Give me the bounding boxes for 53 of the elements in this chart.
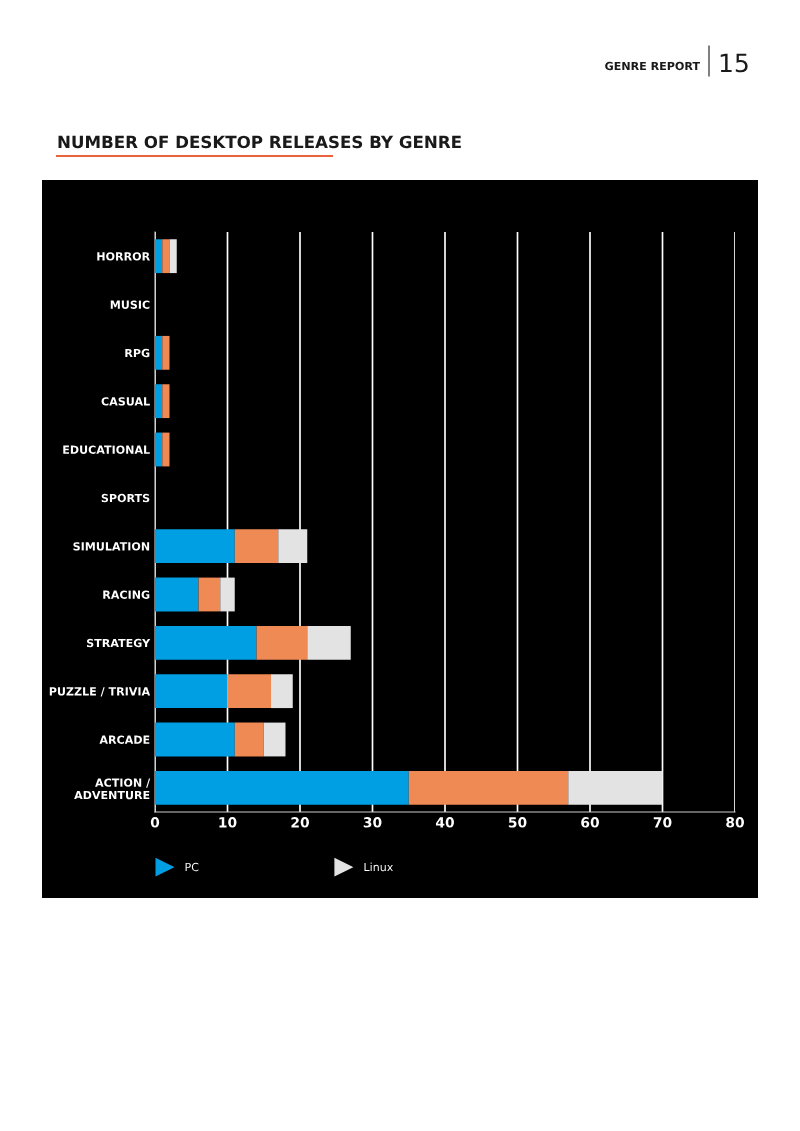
bar xyxy=(155,577,199,612)
bar xyxy=(155,722,235,757)
legend-label: Linux xyxy=(364,862,393,872)
bar xyxy=(256,625,308,660)
y-tick-label: STRATEGY xyxy=(86,638,151,648)
text: GENRE REPORT xyxy=(605,61,700,71)
y-tick-label: RPG xyxy=(125,348,150,358)
text: 15 xyxy=(720,53,748,73)
x-tick-label: 30 xyxy=(363,817,382,828)
bar xyxy=(155,625,257,660)
y-tick-label: SPORTS xyxy=(101,493,150,503)
bar xyxy=(155,384,163,419)
x-tick-label: 70 xyxy=(653,817,672,828)
y-tick-label: MUSIC xyxy=(110,300,150,309)
x-tick-label: 10 xyxy=(219,817,237,828)
bar xyxy=(263,722,286,757)
bar xyxy=(278,529,308,564)
bar xyxy=(408,770,569,805)
bar xyxy=(162,239,170,274)
x-tick-label: 40 xyxy=(435,817,454,828)
bar xyxy=(227,674,271,709)
y-tick-label: ACTION / ADVENTURE xyxy=(74,778,151,800)
y-tick-label: CASUAL xyxy=(101,397,150,406)
x-tick-label: 60 xyxy=(581,817,599,828)
legend-label: PC xyxy=(185,862,199,872)
x-tick-label: 20 xyxy=(291,817,309,828)
bar xyxy=(155,529,235,564)
x-tick-label: 0 xyxy=(150,817,160,828)
bar xyxy=(155,335,163,370)
x-tick-label: 50 xyxy=(508,817,527,828)
bar xyxy=(568,770,663,805)
y-tick-label: PUZZLE / TRIVIA xyxy=(49,687,151,697)
chart-title: NUMBER OF DESKTOP RELEASES BY GENRE xyxy=(58,135,461,149)
bar xyxy=(155,674,228,709)
bar xyxy=(162,384,170,419)
bar xyxy=(220,577,235,612)
bar xyxy=(271,674,293,709)
bar xyxy=(234,722,264,757)
bar xyxy=(155,770,409,805)
bar xyxy=(169,239,177,274)
y-tick-label: ARCADE xyxy=(99,735,150,744)
bar xyxy=(155,432,163,467)
bar xyxy=(162,432,170,467)
bar xyxy=(307,625,351,660)
y-tick-label: HORROR xyxy=(97,252,150,261)
bar xyxy=(162,335,170,370)
x-tick-label: 80 xyxy=(726,817,744,828)
bar xyxy=(155,239,163,274)
bar xyxy=(198,577,221,612)
y-tick-label: RACING xyxy=(103,590,150,599)
y-tick-label: SIMULATION xyxy=(73,542,150,551)
bar xyxy=(234,529,279,564)
y-tick-label: EDUCATIONAL xyxy=(63,445,150,454)
